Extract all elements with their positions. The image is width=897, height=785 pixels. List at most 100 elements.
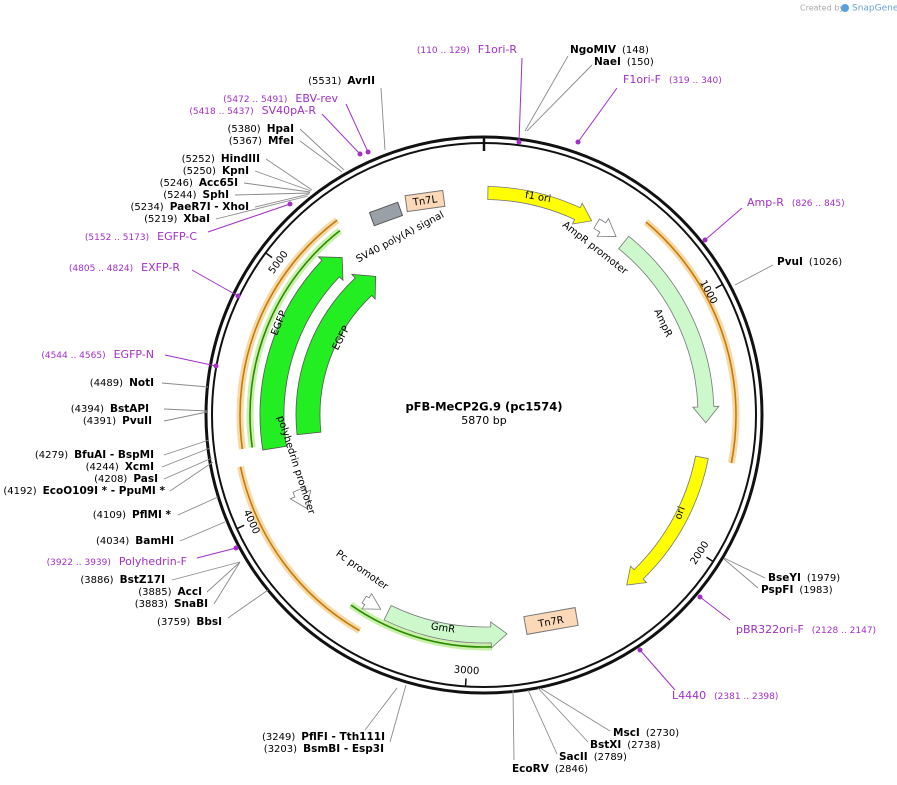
- primer-leader: [207, 203, 291, 233]
- enzyme-name: AccI: [178, 586, 202, 598]
- primer-name: Amp-R: [747, 196, 784, 209]
- primer-leader: [699, 596, 731, 621]
- leader-line: [169, 461, 214, 492]
- enzyme-position: (150): [627, 57, 654, 68]
- leader-line: [526, 64, 593, 132]
- primer-leader: [196, 547, 237, 559]
- leader-line: [512, 689, 515, 761]
- enzyme-position: (148): [622, 45, 649, 56]
- feature-line: [350, 604, 493, 648]
- primer-range: (4544 .. 4565): [41, 351, 105, 361]
- enzyme-position: (5234): [130, 202, 163, 213]
- enzyme-label: (5380) HpaI: [227, 123, 294, 135]
- enzyme-position: (4109): [93, 510, 126, 521]
- feature-arrow: [487, 186, 593, 225]
- primer-leader: [345, 103, 369, 153]
- plasmid-name: pFB-MeCP2G.9 (pc1574): [405, 400, 562, 414]
- enzyme-position: (1983): [799, 585, 832, 596]
- enzyme-name: BseYI: [768, 572, 801, 584]
- primer-site: [702, 237, 708, 243]
- leader-line: [299, 128, 345, 171]
- primer-range: (2128 .. 2147): [812, 626, 876, 636]
- primer-range: (4805 .. 4824): [69, 264, 133, 274]
- primer-site: [697, 594, 703, 600]
- enzyme-position: (2789): [594, 752, 627, 763]
- primer-label: (4805 .. 4824) EXFP-R: [69, 261, 180, 274]
- primer-label: (5418 .. 5437) SV40pA-R: [189, 104, 316, 117]
- feature-line: [239, 219, 338, 450]
- leader-line: [389, 684, 407, 743]
- leader-line: [179, 521, 226, 542]
- leader-line: [213, 561, 241, 605]
- enzyme-label: (4244) XcmI: [86, 461, 154, 473]
- enzyme-label: (5531) AvrII: [308, 75, 375, 87]
- credit: Created by: [800, 4, 844, 13]
- enzyme-position: (4394): [71, 404, 104, 415]
- leader-line: [524, 55, 569, 132]
- enzyme-label: (5250) KpnI: [183, 165, 249, 177]
- leader-line: [163, 411, 208, 422]
- enzyme-name: PflFI - Tth111I: [301, 731, 385, 743]
- primer-site: [213, 363, 219, 369]
- enzyme-position: (5380): [227, 124, 260, 135]
- primer-leader: [639, 649, 676, 691]
- primer-site: [235, 293, 241, 299]
- scale-tick: [265, 252, 273, 259]
- enzyme-name: BsmBI - Esp3I: [303, 743, 384, 755]
- enzyme-label: (3759) BbsI: [157, 616, 222, 628]
- enzyme-name: BstXI: [590, 739, 621, 751]
- logo: [841, 4, 849, 12]
- primer-range: (5472 .. 5491): [223, 95, 287, 105]
- feature-label: f1 ori: [524, 190, 552, 205]
- enzyme-name: MfeI: [268, 135, 294, 147]
- leader-line: [265, 158, 313, 191]
- primer-name: EXFP-R: [141, 261, 180, 274]
- scale-tick: [706, 556, 714, 563]
- feature-arrow: [593, 217, 617, 237]
- enzyme-name: PvuI: [777, 256, 803, 268]
- enzyme-position: (5531): [308, 76, 341, 87]
- primer-range: (826 .. 845): [792, 199, 845, 209]
- enzyme-position: (4034): [96, 536, 129, 547]
- primer-label: (4544 .. 4565) EGFP-N: [41, 348, 154, 361]
- primer-label: L4440 (2381 .. 2398): [672, 689, 778, 702]
- enzyme-position: (5252): [182, 154, 215, 165]
- scale-tick: [715, 283, 723, 289]
- feature-line: [239, 466, 360, 632]
- enzyme-name: BfuAI - BspMI: [74, 449, 154, 461]
- scale-label: 3000: [453, 665, 479, 678]
- leader-line: [539, 687, 611, 732]
- enzyme-position: (1026): [809, 257, 842, 268]
- enzyme-label: (4192) EcoO109I * - PpuMI *: [3, 485, 165, 497]
- primer-label: Amp-R (826 .. 845): [747, 196, 845, 209]
- enzyme-label: MscI (2730): [613, 727, 679, 739]
- feature-arrow: [626, 455, 709, 586]
- leader-line: [177, 496, 219, 516]
- primer-label: pBR322ori-F (2128 .. 2147): [736, 623, 876, 636]
- primer-site: [287, 201, 293, 207]
- primer-name: EGFP-C: [157, 230, 197, 243]
- leader-line: [723, 558, 759, 589]
- leader-line: [243, 182, 311, 193]
- primer-label: (5472 .. 5491) EBV-rev: [223, 92, 338, 105]
- leader-line: [299, 140, 343, 173]
- enzyme-name: EcoO109I * - PpuMI *: [43, 485, 166, 497]
- enzyme-name: SacII: [559, 751, 588, 763]
- primer-name: SV40pA-R: [262, 104, 317, 117]
- enzyme-label: (4034) BamHI: [96, 535, 174, 547]
- primer-label: F1ori-F (319 .. 340): [623, 73, 722, 86]
- leader-line: [171, 561, 241, 581]
- primer-leader: [164, 354, 217, 367]
- feature-arrow: [289, 487, 312, 510]
- primer-name: F1ori-R: [478, 43, 518, 56]
- enzyme-position: (4192): [3, 486, 36, 497]
- enzyme-name: PaeR7I - XhoI: [170, 201, 249, 213]
- plasmid-length: 5870 bp: [461, 414, 506, 427]
- primer-site: [233, 545, 239, 551]
- feature-arrow: [618, 235, 720, 424]
- enzyme-label: (4394) BstAPI: [71, 403, 149, 415]
- enzyme-name: PasI: [133, 473, 158, 485]
- feature-label: SV40 poly(A) signal: [355, 210, 446, 266]
- enzyme-name: MscI: [613, 727, 640, 739]
- leader-line: [163, 408, 208, 412]
